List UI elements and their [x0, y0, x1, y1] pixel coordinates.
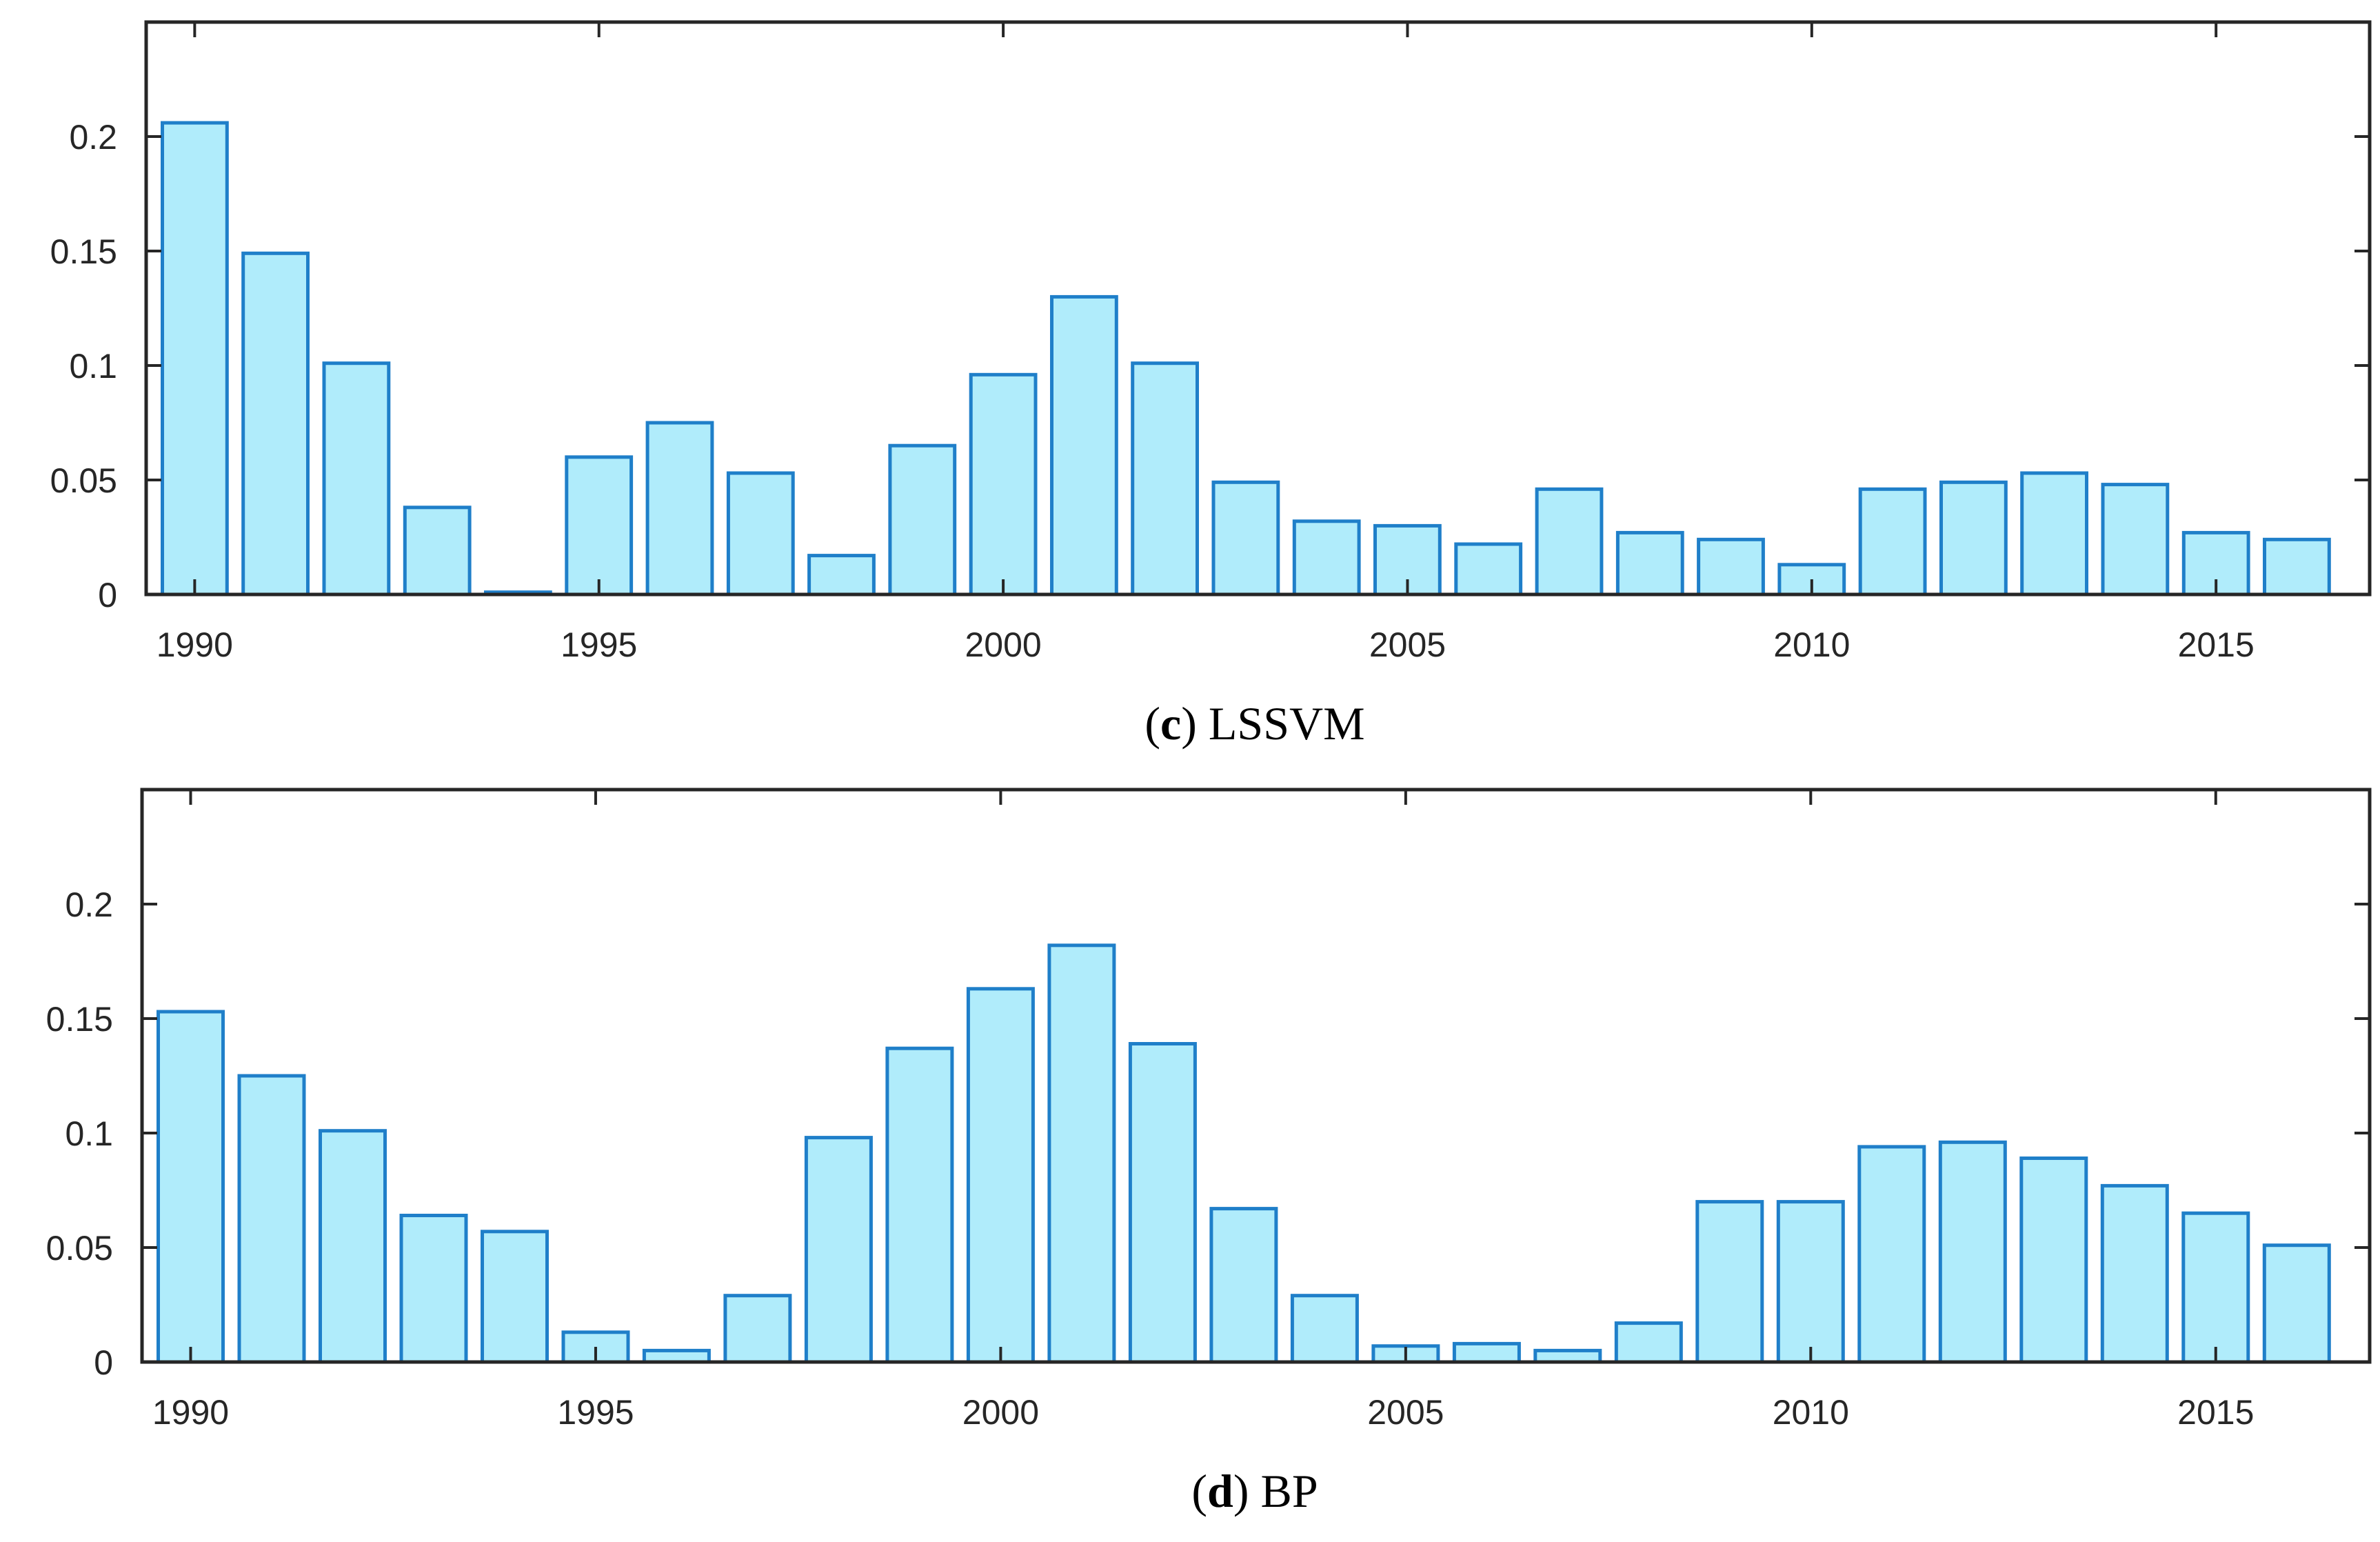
y-tick-label: 0.2 [69, 118, 117, 157]
bar-1992 [319, 1129, 387, 1364]
x-tick-label: 1995 [561, 625, 637, 664]
bar-2002 [1131, 361, 1199, 597]
bar-2011 [1858, 487, 1927, 597]
bar-2015 [2181, 1211, 2250, 1364]
chart-caption: (d) BP [1191, 1465, 1318, 1517]
bar-2016 [2263, 537, 2331, 597]
bar-2016 [2262, 1243, 2331, 1364]
bar-1990 [161, 121, 229, 597]
bar-2004 [1290, 1294, 1359, 1364]
bar-2014 [2101, 483, 2170, 597]
bar-2003 [1209, 1207, 1278, 1364]
bar-1997 [726, 471, 795, 597]
bar-1993 [403, 505, 472, 597]
caption-letter: d [1207, 1465, 1233, 1517]
y-axis: 0 0.05 0.1 0.15 0.2 [46, 885, 2370, 1382]
chart-panel-bp: 0 0.05 0.1 0.15 0.2 1990 1995 2000 2005 2010 2015… [46, 788, 2372, 1517]
bar-2013 [2020, 471, 2088, 597]
x-tick-label: 2010 [1773, 1393, 1849, 1432]
x-tick-label: 2005 [1369, 625, 1446, 664]
bar-1994 [481, 1230, 549, 1364]
bar-2008 [1615, 530, 1684, 597]
x-tick-label: 1995 [557, 1393, 634, 1432]
y-tick-label: 0.2 [65, 885, 113, 924]
bar-1996 [645, 421, 714, 597]
bar-1991 [241, 251, 310, 597]
y-tick-label: 0.05 [50, 461, 117, 500]
bar-2006 [1454, 542, 1523, 597]
bar-1998 [804, 1136, 873, 1364]
bar-2011 [1857, 1145, 1926, 1364]
bar-1999 [885, 1046, 954, 1364]
x-tick-label: 2000 [965, 625, 1041, 664]
bars-group [157, 943, 2331, 1364]
bar-2002 [1128, 1042, 1197, 1364]
bar-2000 [966, 987, 1035, 1364]
bar-2006 [1452, 1341, 1521, 1364]
x-tick-label: 1990 [152, 1393, 229, 1432]
x-tick-label: 2000 [962, 1393, 1039, 1432]
caption-text: LSSVM [1209, 697, 1365, 750]
bar-1995 [565, 455, 634, 597]
x-tick-label: 2010 [1773, 625, 1850, 664]
bar-2009 [1695, 1200, 1764, 1364]
bar-2001 [1050, 294, 1118, 597]
bar-2000 [969, 372, 1038, 597]
bar-2013 [2019, 1156, 2088, 1364]
bar-2010 [1776, 1200, 1845, 1364]
chart-panel-lssvm: 0 0.05 0.1 0.15 0.2 1990 1995 2000 2005 2010 2015… [50, 20, 2372, 750]
plot-frame [140, 788, 2372, 1364]
y-tick-label: 0.1 [69, 347, 117, 386]
bar-1991 [237, 1074, 306, 1364]
plot-frame [144, 20, 2372, 597]
chart-caption: (c) LSSVM [1144, 697, 1364, 750]
bar-2003 [1211, 480, 1280, 597]
bar-1992 [322, 361, 391, 597]
x-axis: 1990 1995 2000 2005 2010 2015 [157, 22, 2255, 664]
y-tick-label: 0.15 [46, 1000, 113, 1039]
x-tick-label: 2015 [2177, 1393, 2254, 1432]
x-tick-label: 2005 [1367, 1393, 1444, 1432]
caption-letter: c [1160, 697, 1181, 750]
bar-1998 [807, 554, 876, 597]
bar-2009 [1697, 537, 1765, 597]
bar-2012 [1939, 480, 2008, 597]
bar-1990 [157, 1010, 225, 1364]
y-tick-label: 0.1 [65, 1114, 113, 1153]
y-tick-label: 0.15 [50, 232, 117, 271]
bar-1999 [888, 443, 957, 597]
x-tick-label: 2015 [2178, 625, 2255, 664]
bars-group [161, 121, 2331, 597]
bar-2014 [2100, 1183, 2169, 1364]
y-tick-label: 0 [94, 1343, 113, 1382]
y-tick-label: 0 [98, 576, 117, 614]
bar-2007 [1535, 487, 1604, 597]
bar-2012 [1938, 1140, 2007, 1364]
bar-1993 [399, 1214, 468, 1364]
x-tick-label: 1990 [157, 625, 233, 664]
bar-2001 [1047, 943, 1116, 1364]
y-tick-label: 0.05 [46, 1229, 113, 1268]
bar-2008 [1614, 1321, 1683, 1364]
y-axis: 0 0.05 0.1 0.15 0.2 [50, 118, 2370, 614]
caption-text: BP [1260, 1465, 1318, 1517]
bar-2004 [1292, 519, 1361, 597]
bar-1997 [723, 1294, 792, 1364]
bar-2005 [1373, 523, 1442, 597]
x-axis: 1990 1995 2000 2005 2010 2015 [152, 790, 2254, 1432]
